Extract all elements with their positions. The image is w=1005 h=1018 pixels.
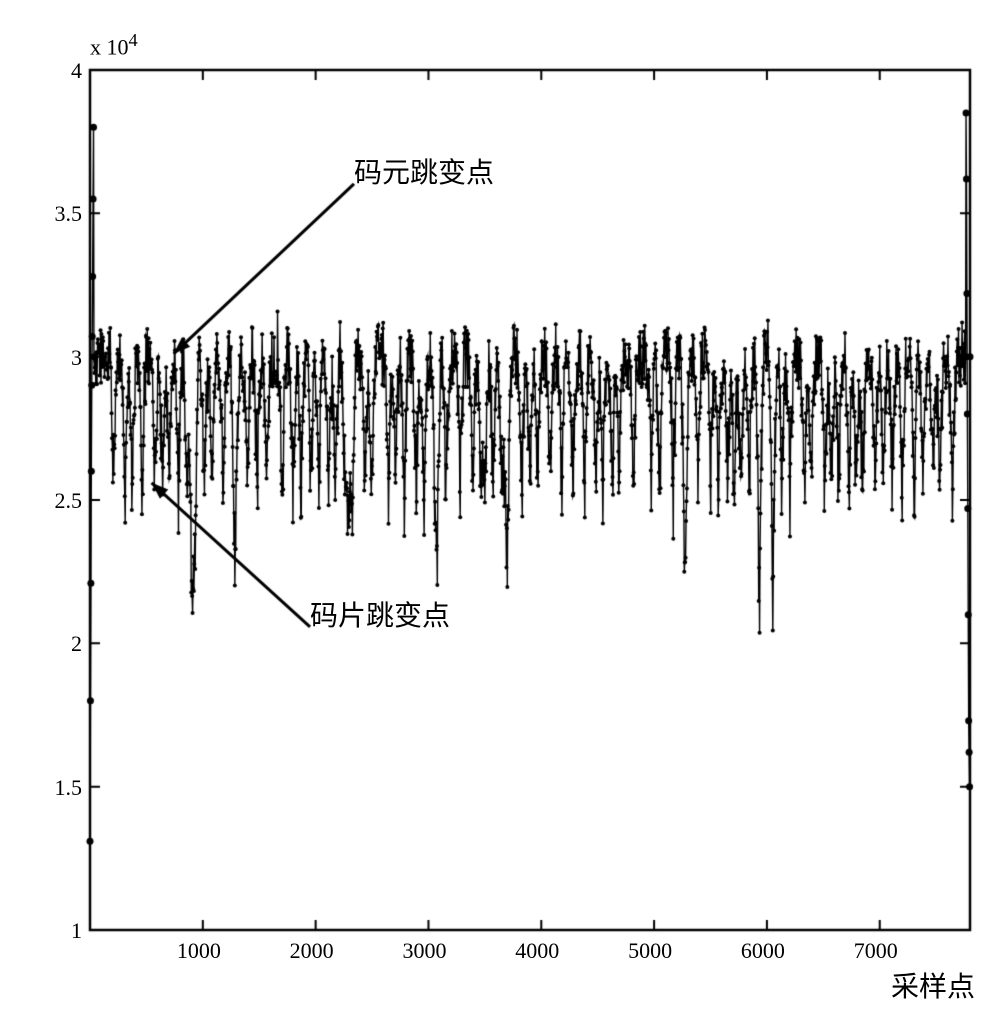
y-tick-label: 2.5 xyxy=(55,488,83,514)
x-tick-label: 6000 xyxy=(741,938,785,964)
x-tick-label: 3000 xyxy=(402,938,446,964)
x-axis-label-text: 采样点 xyxy=(891,972,975,1003)
x-tick-label: 1000 xyxy=(177,938,221,964)
y-exponent-label: x 104 xyxy=(90,30,138,60)
y-tick-label: 2 xyxy=(71,631,82,657)
y-tick-label: 4 xyxy=(71,58,82,84)
y-tick-label: 1.5 xyxy=(55,775,83,801)
x-tick-label: 5000 xyxy=(628,938,672,964)
plot-canvas xyxy=(0,0,1005,1018)
annotation-label: 码元跳变点 xyxy=(354,151,494,191)
x-tick-label: 4000 xyxy=(515,938,559,964)
y-tick-label: 1 xyxy=(71,918,82,944)
x-tick-label: 7000 xyxy=(854,938,898,964)
y-tick-label: 3.5 xyxy=(55,201,83,227)
x-axis-label: 采样点 xyxy=(891,965,975,1005)
y-tick-label: 3 xyxy=(71,345,82,371)
annotation-label: 码片跳变点 xyxy=(310,594,450,634)
chart-wrapper: x 104 幅 度 采样点 10002000300040005000600070… xyxy=(0,0,1005,1018)
y-exponent-power: 4 xyxy=(129,30,138,50)
x-tick-label: 2000 xyxy=(290,938,334,964)
y-exponent-prefix: x 10 xyxy=(90,34,129,59)
